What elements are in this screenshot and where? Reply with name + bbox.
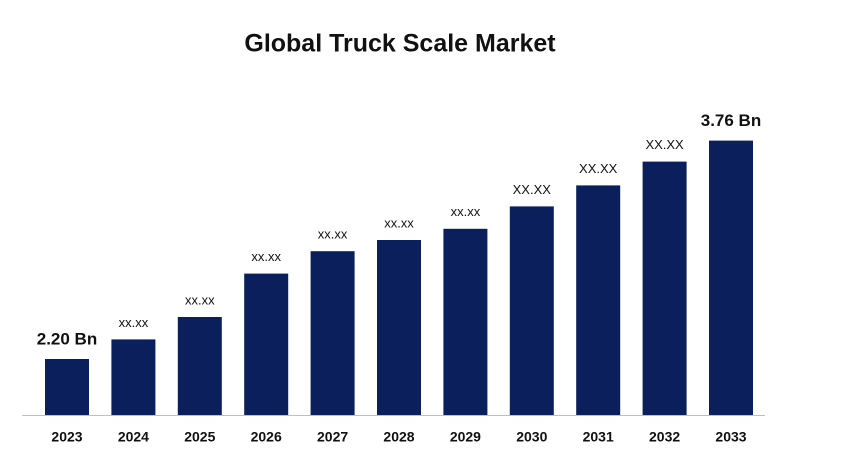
value-label: xx.xx: [251, 249, 281, 264]
value-label: xx.xx: [119, 315, 149, 330]
x-tick-label: 2030: [516, 429, 547, 445]
x-tick-label: 2025: [184, 429, 215, 445]
x-tick-label: 2033: [715, 429, 746, 445]
x-tick-label: 2028: [383, 429, 414, 445]
x-tick-label: 2024: [118, 429, 149, 445]
x-tick-label: 2023: [51, 429, 82, 445]
x-tick-label: 2029: [450, 429, 481, 445]
x-tick-label: 2031: [583, 429, 614, 445]
bar: [443, 228, 488, 415]
value-label: XX.XX: [513, 182, 552, 197]
bar: [377, 240, 421, 415]
x-tick-label: 2032: [649, 429, 680, 445]
value-label: xx.xx: [451, 204, 481, 219]
value-label: 2.20 Bn: [37, 329, 97, 348]
bar: [244, 273, 289, 415]
value-label: xx.xx: [185, 292, 215, 307]
value-label: 3.76 Bn: [701, 111, 761, 130]
x-tick-label: 2027: [317, 429, 348, 445]
chart-title: Global Truck Scale Market: [244, 30, 556, 58]
bar: [111, 339, 156, 415]
value-label: XX.XX: [645, 137, 684, 152]
x-tick-label: 2026: [251, 429, 282, 445]
bar: [310, 251, 355, 415]
bar: [576, 185, 621, 415]
value-label: xx.xx: [384, 215, 414, 230]
value-label: xx.xx: [318, 227, 348, 242]
bar: [177, 317, 222, 415]
bar: [45, 359, 89, 415]
bar: [709, 140, 753, 415]
bar: [509, 206, 554, 415]
bar: [642, 161, 687, 415]
value-label: XX.XX: [579, 161, 618, 176]
